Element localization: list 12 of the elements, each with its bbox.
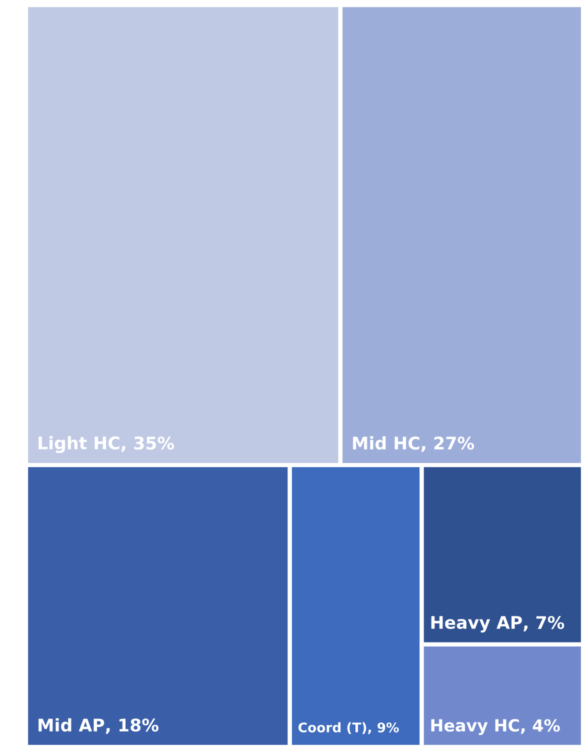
data-label: , 4%: [520, 719, 560, 734]
data-label: , 7%: [524, 616, 564, 632]
data-label: , 9%: [368, 722, 399, 734]
category-label: Heavy HC: [431, 719, 519, 735]
data-label: , 35%: [121, 436, 174, 452]
category-label: Mid HC: [353, 436, 420, 450]
data-label: , 18%: [106, 718, 158, 734]
category-label: Coord (T): [298, 722, 366, 734]
data-label: , 27%: [421, 436, 474, 452]
category-label: Light HC: [38, 436, 120, 454]
category-label: Mid AP: [38, 718, 104, 732]
category-label: Heavy AP: [431, 616, 522, 632]
